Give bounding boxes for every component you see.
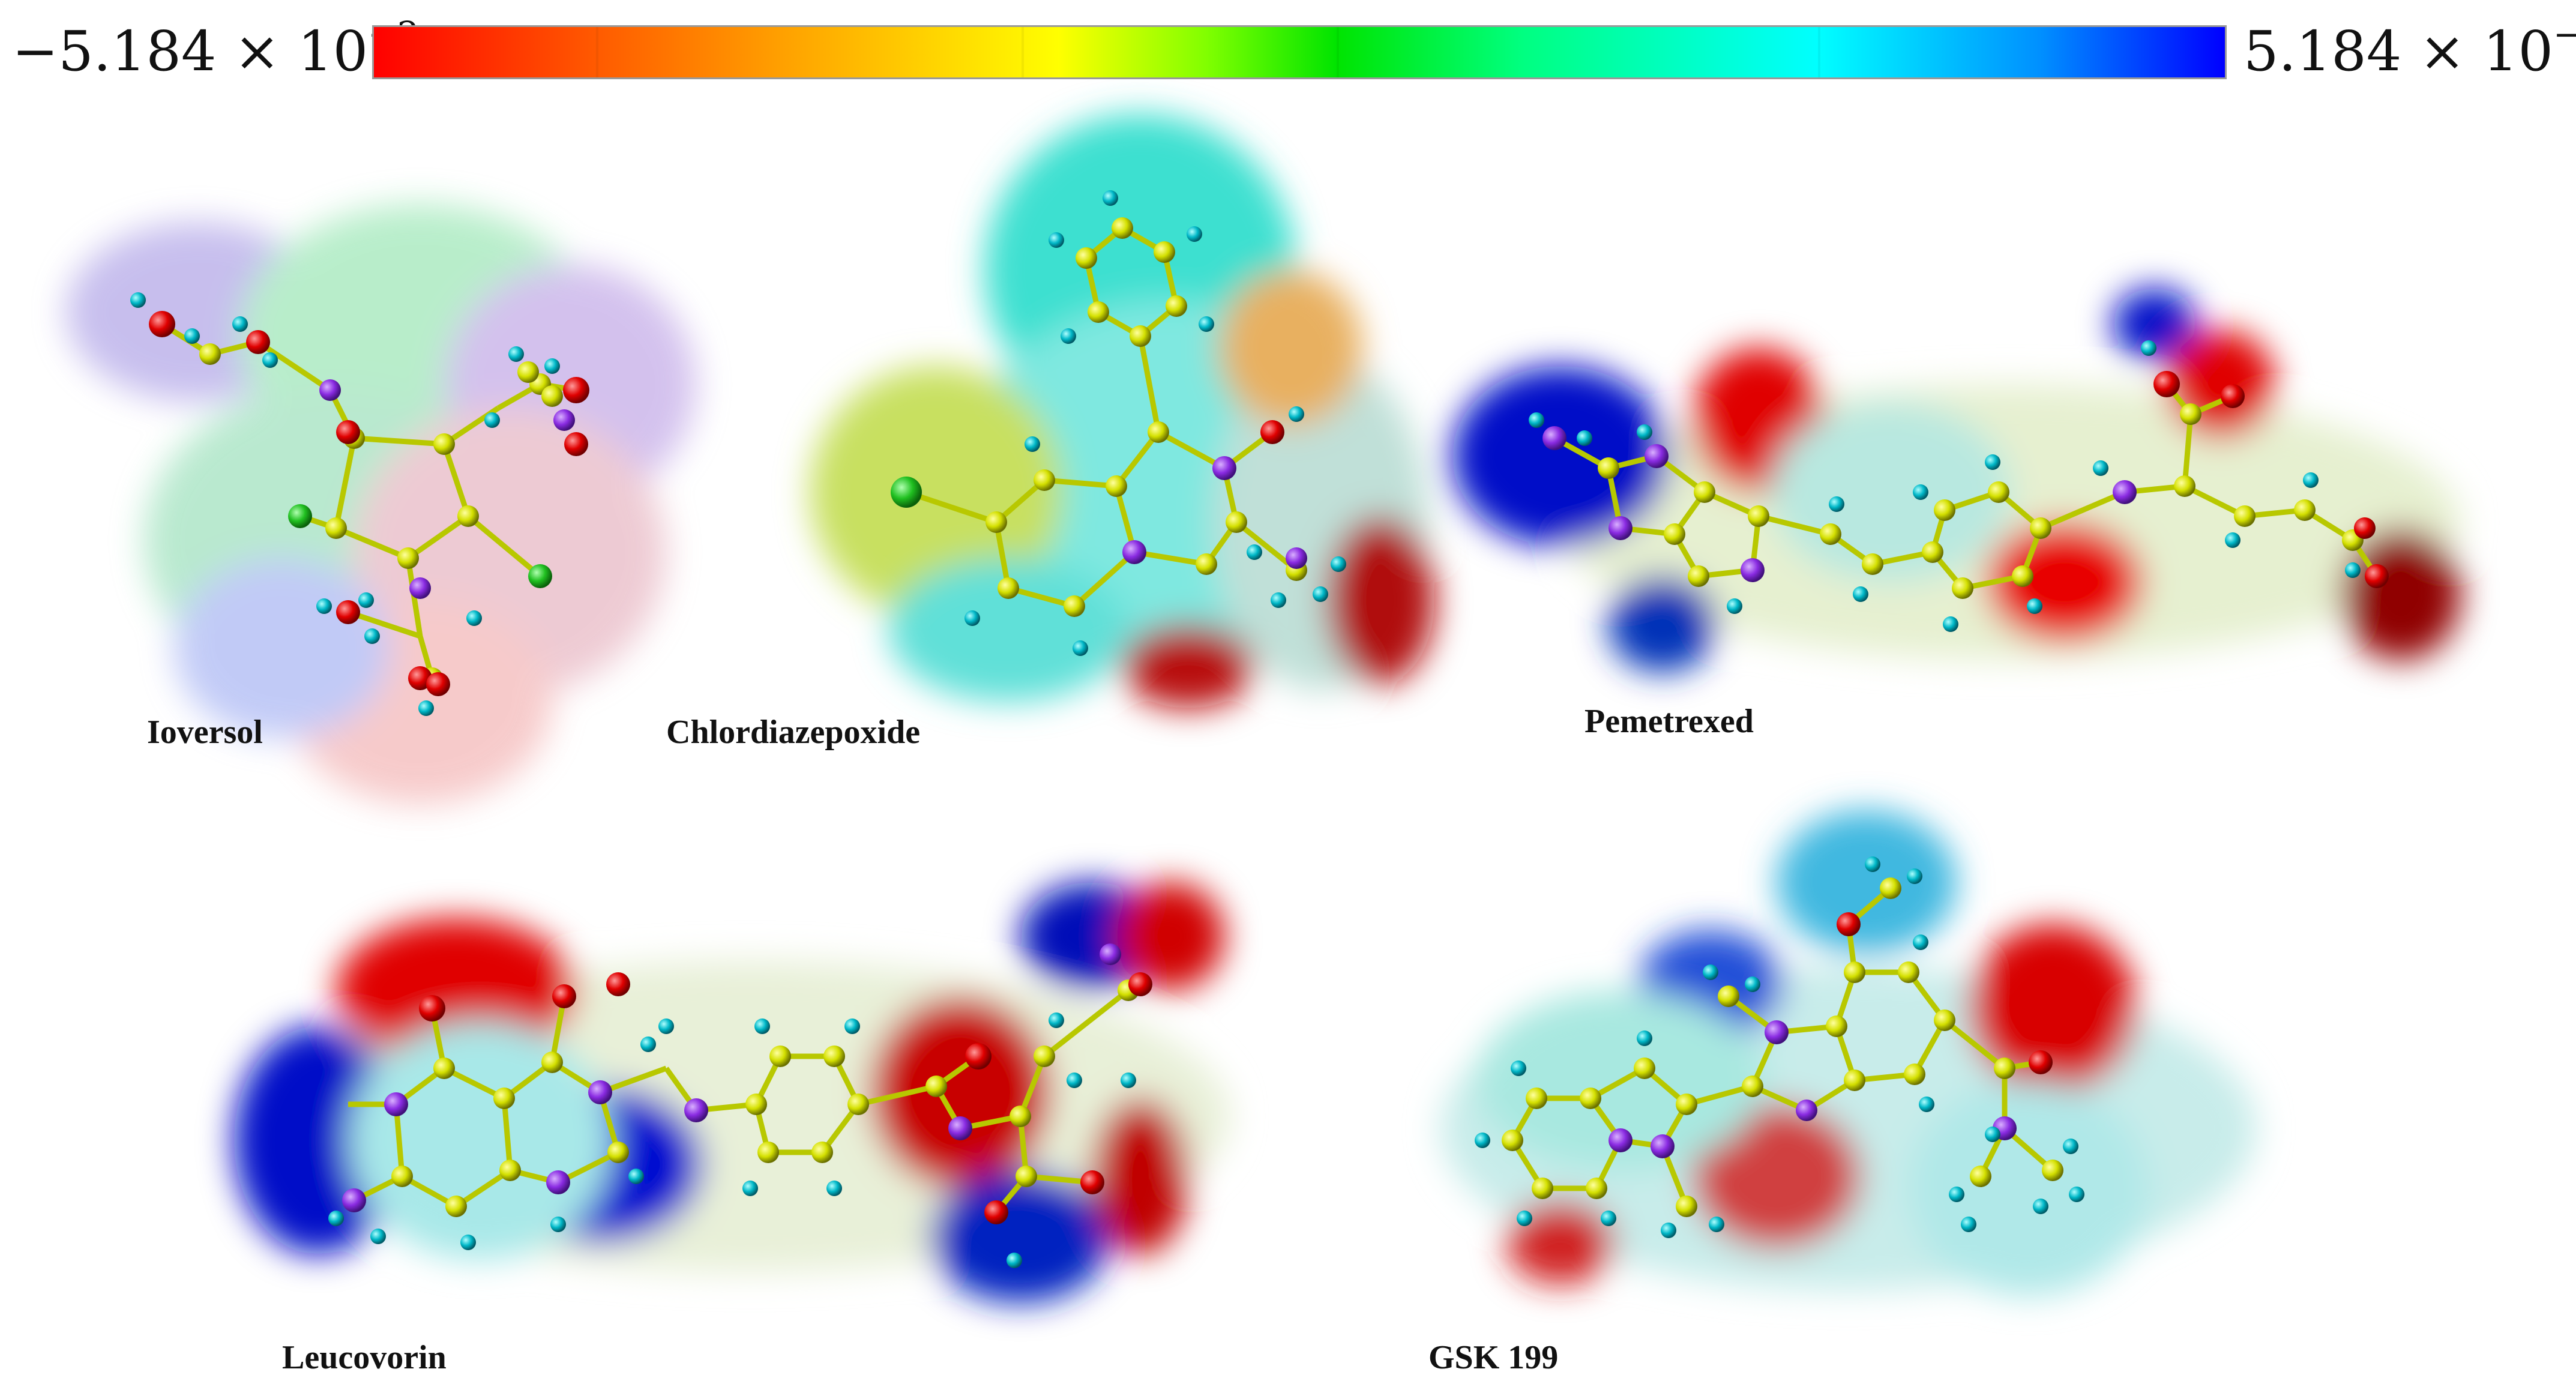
gsk199-surface [1440,810,2257,1296]
scale-max-label: 5.184 × 10−2 [2243,14,2576,83]
chlordiazepoxide-surface [810,114,1434,708]
label-ioversol: Ioversol [147,714,263,751]
pemetrexed-molecule [1529,340,2389,632]
label-gsk199: GSK 199 [1428,1339,1559,1376]
label-pemetrexed: Pemetrexed [1584,703,1754,740]
gsk199-molecule [1475,856,2084,1238]
label-chlordiazepoxide: Chlordiazepoxide [666,714,921,751]
chlordiazepoxide-molecule [891,190,1346,656]
potential-colorbar [372,25,2227,79]
label-leucovorin: Leucovorin [282,1339,447,1376]
ioversol-molecule [130,292,589,716]
leucovorin-molecule [328,943,1152,1268]
